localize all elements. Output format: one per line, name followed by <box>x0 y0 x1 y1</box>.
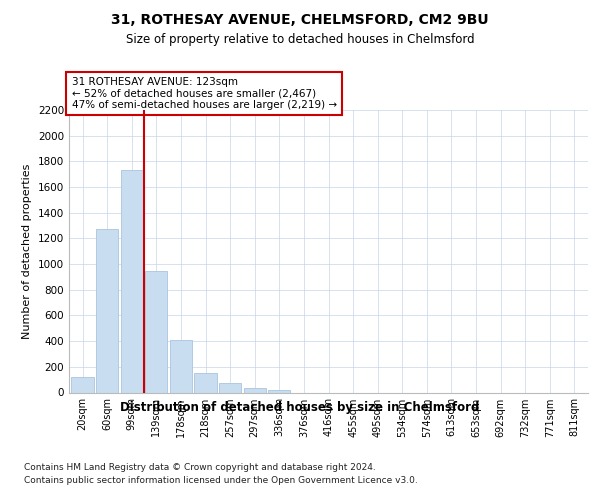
Text: Size of property relative to detached houses in Chelmsford: Size of property relative to detached ho… <box>125 32 475 46</box>
Bar <box>194 373 217 392</box>
Bar <box>96 230 118 392</box>
Text: 31, ROTHESAY AVENUE, CHELMSFORD, CM2 9BU: 31, ROTHESAY AVENUE, CHELMSFORD, CM2 9BU <box>111 12 489 26</box>
Bar <box>145 270 167 392</box>
Text: Contains HM Land Registry data © Crown copyright and database right 2024.: Contains HM Land Registry data © Crown c… <box>24 462 376 471</box>
Text: 31 ROTHESAY AVENUE: 123sqm
← 52% of detached houses are smaller (2,467)
47% of s: 31 ROTHESAY AVENUE: 123sqm ← 52% of deta… <box>71 77 337 110</box>
Bar <box>121 170 143 392</box>
Bar <box>244 388 266 392</box>
Bar <box>71 377 94 392</box>
Text: Contains public sector information licensed under the Open Government Licence v3: Contains public sector information licen… <box>24 476 418 485</box>
Bar <box>219 383 241 392</box>
Bar <box>170 340 192 392</box>
Bar <box>268 390 290 392</box>
Text: Distribution of detached houses by size in Chelmsford: Distribution of detached houses by size … <box>121 401 479 414</box>
Y-axis label: Number of detached properties: Number of detached properties <box>22 164 32 339</box>
